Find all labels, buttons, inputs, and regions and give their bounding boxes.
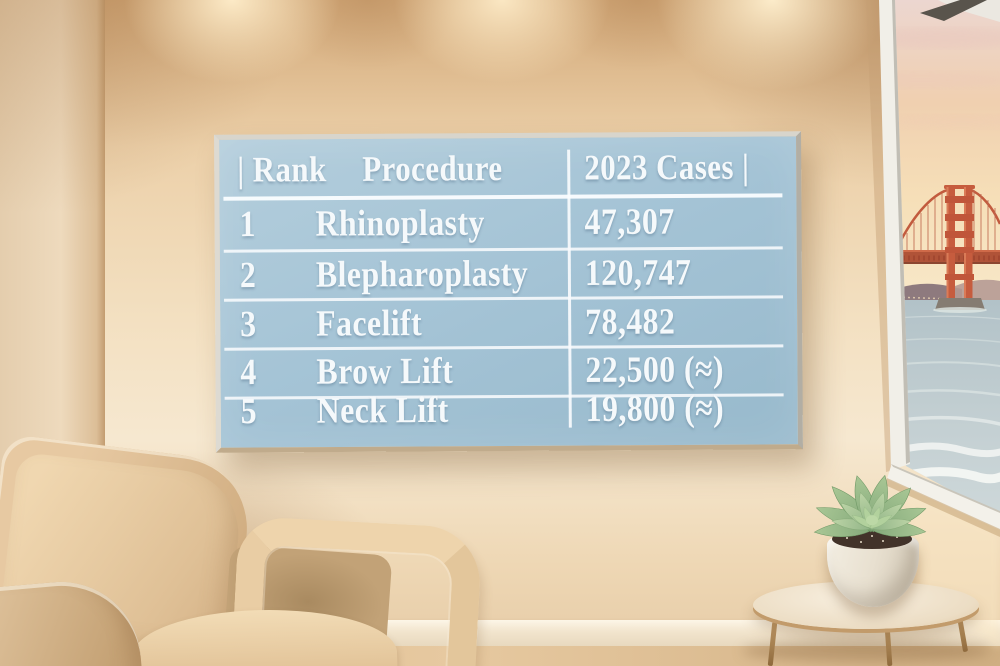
rank-cell: 4: [240, 352, 257, 394]
bridge-pier: [935, 298, 985, 310]
procedure-cell: Rhinoplasty: [315, 202, 485, 245]
cloud: [893, 28, 1000, 48]
window-jamb-shadow: [866, 0, 894, 472]
bridge-tower-leg: [964, 187, 973, 298]
rank-cell: 1: [239, 204, 257, 246]
window-frame: [879, 0, 1000, 537]
succulent-bud: [866, 515, 878, 526]
armchair: [0, 432, 483, 666]
succulent-rosette: [813, 474, 927, 537]
row-rule: [223, 246, 783, 253]
succulent-plant: [813, 474, 927, 549]
cases-cell: 19,800 (≈): [585, 388, 725, 431]
header-rank: | Rank: [237, 149, 327, 190]
rank-cell: 3: [240, 304, 257, 346]
cases-cell: 47,307: [584, 201, 675, 244]
bridge-tower-leg: [946, 187, 955, 298]
procedure-stats-board: | Rank Procedure 2023 Cases | 1 Rhinopla…: [214, 131, 803, 453]
cases-cell: 120,747: [584, 252, 692, 295]
procedure-cell: Brow Lift: [316, 350, 454, 393]
column-divider: [567, 149, 572, 428]
header-procedure: Procedure: [362, 148, 503, 189]
window: [866, 0, 1000, 648]
rank-cell: 2: [239, 255, 257, 297]
row-rule: [224, 295, 784, 302]
header-rule: [223, 193, 783, 201]
rank-cell: 5: [240, 391, 258, 433]
table-floor-shadow: [742, 640, 990, 662]
procedure-cell: Facelift: [316, 303, 423, 345]
cloud: [893, 115, 1000, 129]
golden-gate-bridge: [893, 185, 1000, 313]
procedure-cell: Neck Lift: [316, 389, 449, 432]
tower-crossbeams: [945, 196, 974, 280]
cases-cell: 22,500 (≈): [585, 349, 725, 392]
procedure-cell: Blepharoplasty: [315, 253, 529, 296]
cases-cell: 78,482: [585, 301, 676, 344]
header-cases: 2023 Cases |: [584, 146, 750, 188]
cloud: [893, 72, 1000, 88]
